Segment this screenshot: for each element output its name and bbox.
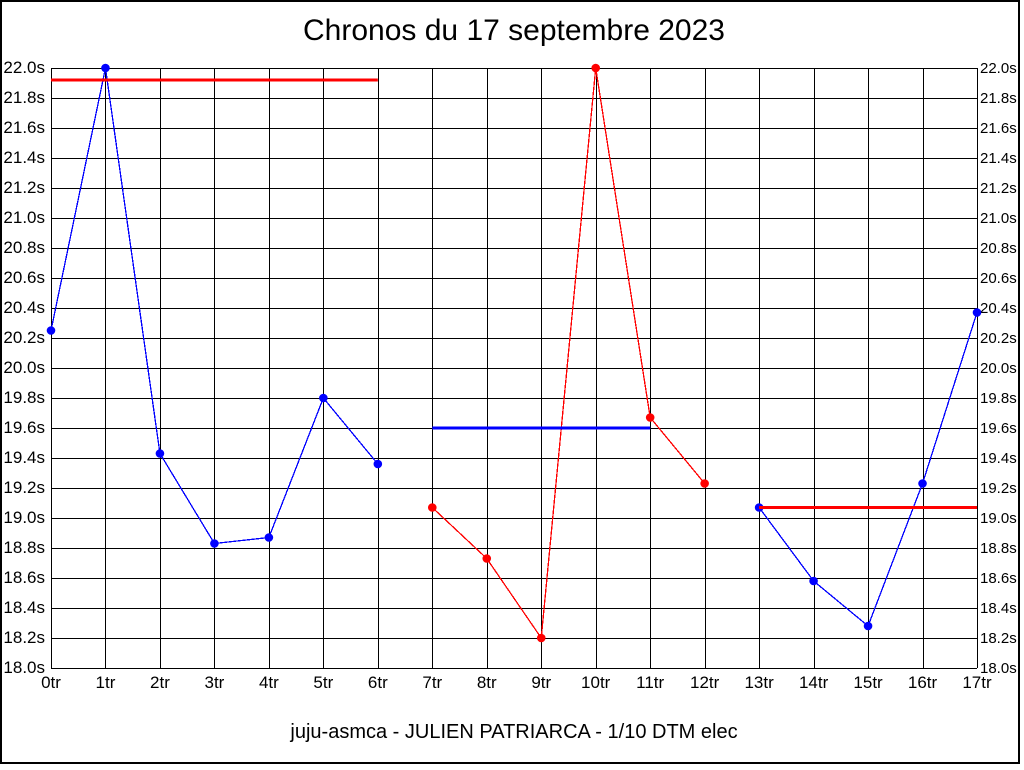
svg-text:20.2s: 20.2s — [3, 328, 45, 347]
svg-text:18.8s: 18.8s — [3, 538, 45, 557]
svg-text:18.8s: 18.8s — [980, 540, 1017, 557]
svg-text:18.6s: 18.6s — [3, 568, 45, 587]
svg-text:20.8s: 20.8s — [980, 240, 1017, 257]
svg-text:21.6s: 21.6s — [980, 120, 1017, 137]
svg-text:9tr: 9tr — [531, 673, 551, 692]
svg-text:20.0s: 20.0s — [980, 360, 1017, 377]
svg-text:19.2s: 19.2s — [980, 480, 1017, 497]
svg-text:15tr: 15tr — [853, 673, 883, 692]
svg-text:4tr: 4tr — [259, 673, 279, 692]
svg-text:19.0s: 19.0s — [3, 508, 45, 527]
svg-text:21.2s: 21.2s — [3, 178, 45, 197]
svg-text:18.0s: 18.0s — [3, 658, 45, 677]
svg-text:5tr: 5tr — [313, 673, 333, 692]
svg-text:14tr: 14tr — [799, 673, 829, 692]
svg-text:20.8s: 20.8s — [3, 238, 45, 257]
svg-text:18.2s: 18.2s — [3, 628, 45, 647]
svg-text:19.6s: 19.6s — [980, 420, 1017, 437]
svg-text:19.6s: 19.6s — [3, 418, 45, 437]
svg-text:19.8s: 19.8s — [3, 388, 45, 407]
svg-text:19.8s: 19.8s — [980, 390, 1017, 407]
svg-text:18.6s: 18.6s — [980, 570, 1017, 587]
svg-text:17tr: 17tr — [962, 673, 992, 692]
svg-text:20.0s: 20.0s — [3, 358, 45, 377]
svg-text:19.2s: 19.2s — [3, 478, 45, 497]
svg-text:19.4s: 19.4s — [980, 450, 1017, 467]
svg-text:0tr: 0tr — [41, 673, 61, 692]
svg-text:20.6s: 20.6s — [3, 268, 45, 287]
svg-text:18.4s: 18.4s — [3, 598, 45, 617]
svg-text:8tr: 8tr — [477, 673, 497, 692]
svg-text:10tr: 10tr — [581, 673, 611, 692]
svg-text:21.6s: 21.6s — [3, 118, 45, 137]
svg-text:12tr: 12tr — [690, 673, 720, 692]
svg-text:18.4s: 18.4s — [980, 600, 1017, 617]
svg-text:7tr: 7tr — [422, 673, 442, 692]
svg-text:18.2s: 18.2s — [980, 630, 1017, 647]
svg-text:19.0s: 19.0s — [980, 510, 1017, 527]
svg-text:1tr: 1tr — [96, 673, 116, 692]
svg-text:21.0s: 21.0s — [980, 210, 1017, 227]
svg-text:21.8s: 21.8s — [980, 90, 1017, 107]
svg-text:21.4s: 21.4s — [980, 150, 1017, 167]
svg-text:21.4s: 21.4s — [3, 148, 45, 167]
svg-text:20.6s: 20.6s — [980, 270, 1017, 287]
svg-text:3tr: 3tr — [204, 673, 224, 692]
svg-text:20.2s: 20.2s — [980, 330, 1017, 347]
svg-text:21.2s: 21.2s — [980, 180, 1017, 197]
svg-text:21.8s: 21.8s — [3, 88, 45, 107]
svg-text:2tr: 2tr — [150, 673, 170, 692]
svg-text:11tr: 11tr — [636, 673, 664, 692]
svg-text:22.0s: 22.0s — [980, 60, 1017, 77]
svg-text:19.4s: 19.4s — [3, 448, 45, 467]
svg-text:22.0s: 22.0s — [3, 58, 45, 77]
svg-text:13tr: 13tr — [744, 673, 774, 692]
svg-text:6tr: 6tr — [368, 673, 388, 692]
svg-text:20.4s: 20.4s — [3, 298, 45, 317]
svg-text:20.4s: 20.4s — [980, 300, 1017, 317]
svg-text:16tr: 16tr — [908, 673, 938, 692]
svg-text:21.0s: 21.0s — [3, 208, 45, 227]
